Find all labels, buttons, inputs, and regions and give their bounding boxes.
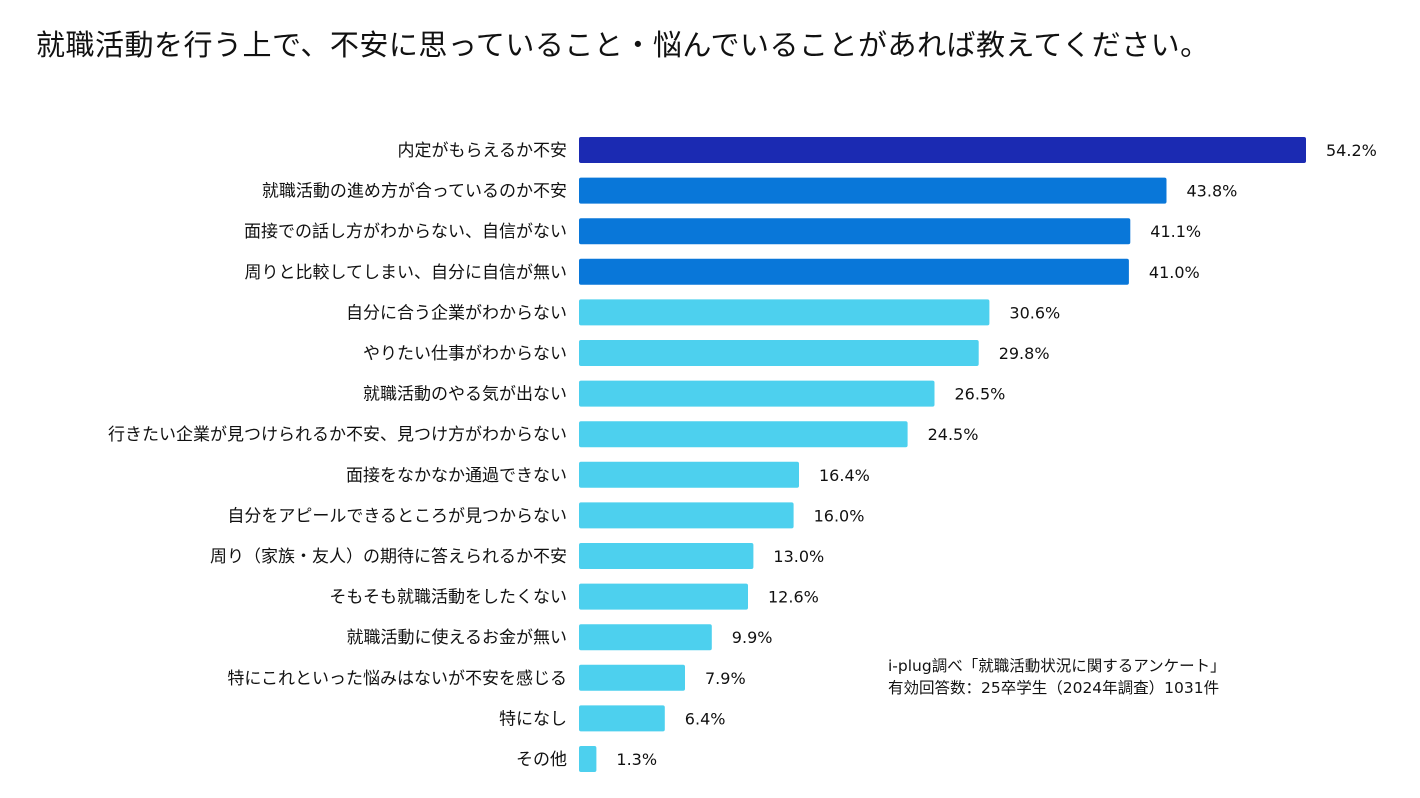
- bar: [579, 705, 665, 732]
- bar: [579, 258, 1129, 285]
- value-label: 12.6%: [768, 588, 819, 607]
- value-label: 26.5%: [955, 385, 1006, 404]
- value-label: 9.9%: [732, 628, 773, 647]
- category-label: 内定がもらえるか不安: [398, 141, 568, 161]
- bar: [579, 421, 908, 448]
- category-label: 行きたい企業が見つけられるか不安、見つけ方がわからない: [108, 425, 567, 445]
- category-labels-group: 内定がもらえるか不安就職活動の進め方が合っているのか不安面接での話し方がわからな…: [108, 141, 567, 770]
- value-label: 30.6%: [1009, 303, 1060, 322]
- category-label: 就職活動のやる気が出ない: [363, 385, 567, 405]
- category-label: 面接での話し方がわからない、自信がない: [244, 222, 567, 242]
- bar: [579, 543, 754, 569]
- bar: [579, 746, 597, 772]
- bar: [579, 461, 799, 488]
- category-label: 特にこれといった悩みはないが不安を感じる: [227, 669, 567, 689]
- bar: [579, 664, 685, 691]
- bar: [579, 299, 990, 326]
- chart-title: 就職活動を行う上で、不安に思っていること・悩んでいることがあれば教えてください。: [36, 28, 1210, 62]
- category-label: その他: [516, 750, 567, 770]
- source-line-1: i-plug調べ「就職活動状況に関するアンケート」: [888, 657, 1226, 675]
- value-label: 29.8%: [999, 344, 1050, 363]
- bar: [579, 502, 794, 529]
- bars-group: [579, 137, 1306, 772]
- value-label: 24.5%: [928, 425, 979, 444]
- category-label: そもそも就職活動をしたくない: [329, 588, 567, 608]
- bar: [579, 137, 1306, 163]
- value-label: 13.0%: [773, 547, 824, 566]
- value-label: 16.0%: [814, 506, 865, 525]
- value-label: 1.3%: [616, 750, 657, 769]
- bar: [579, 218, 1131, 245]
- value-label: 6.4%: [685, 709, 726, 728]
- category-label: 特になし: [499, 709, 567, 729]
- category-label: 就職活動に使えるお金が無い: [347, 627, 568, 648]
- bar: [579, 340, 979, 366]
- source-line-2: 有効回答数：25卒学生（2024年調査）1031件: [888, 679, 1220, 697]
- category-label: 周りと比較してしまい、自分に自信が無い: [245, 263, 568, 283]
- value-label: 41.1%: [1150, 222, 1201, 241]
- bar: [579, 177, 1167, 204]
- category-label: 自分をアピールできるところが見つからない: [227, 506, 567, 526]
- category-label: 面接をなかなか通過できない: [346, 466, 567, 486]
- category-label: 周り（家族・友人）の期待に答えられるか不安: [210, 547, 567, 567]
- value-label: 7.9%: [705, 669, 746, 688]
- source-note: i-plug調べ「就職活動状況に関するアンケート」 有効回答数：25卒学生（20…: [888, 655, 1226, 699]
- bar: [579, 380, 935, 407]
- bar: [579, 583, 748, 610]
- value-label: 54.2%: [1326, 141, 1377, 160]
- category-label: 自分に合う企業がわからない: [346, 303, 567, 323]
- value-labels-group: 54.2% 43.8% 41.1% 41.0% 30.6% 29.8% 26.5% 24.5%…: [616, 141, 1376, 769]
- value-label: 16.4%: [819, 466, 870, 485]
- value-label: 41.0%: [1149, 263, 1200, 282]
- category-label: 就職活動の進め方が合っているのか不安: [262, 182, 567, 202]
- bar: [579, 624, 712, 651]
- category-label: やりたい仕事がわからない: [363, 344, 567, 364]
- value-label: 43.8%: [1187, 182, 1238, 201]
